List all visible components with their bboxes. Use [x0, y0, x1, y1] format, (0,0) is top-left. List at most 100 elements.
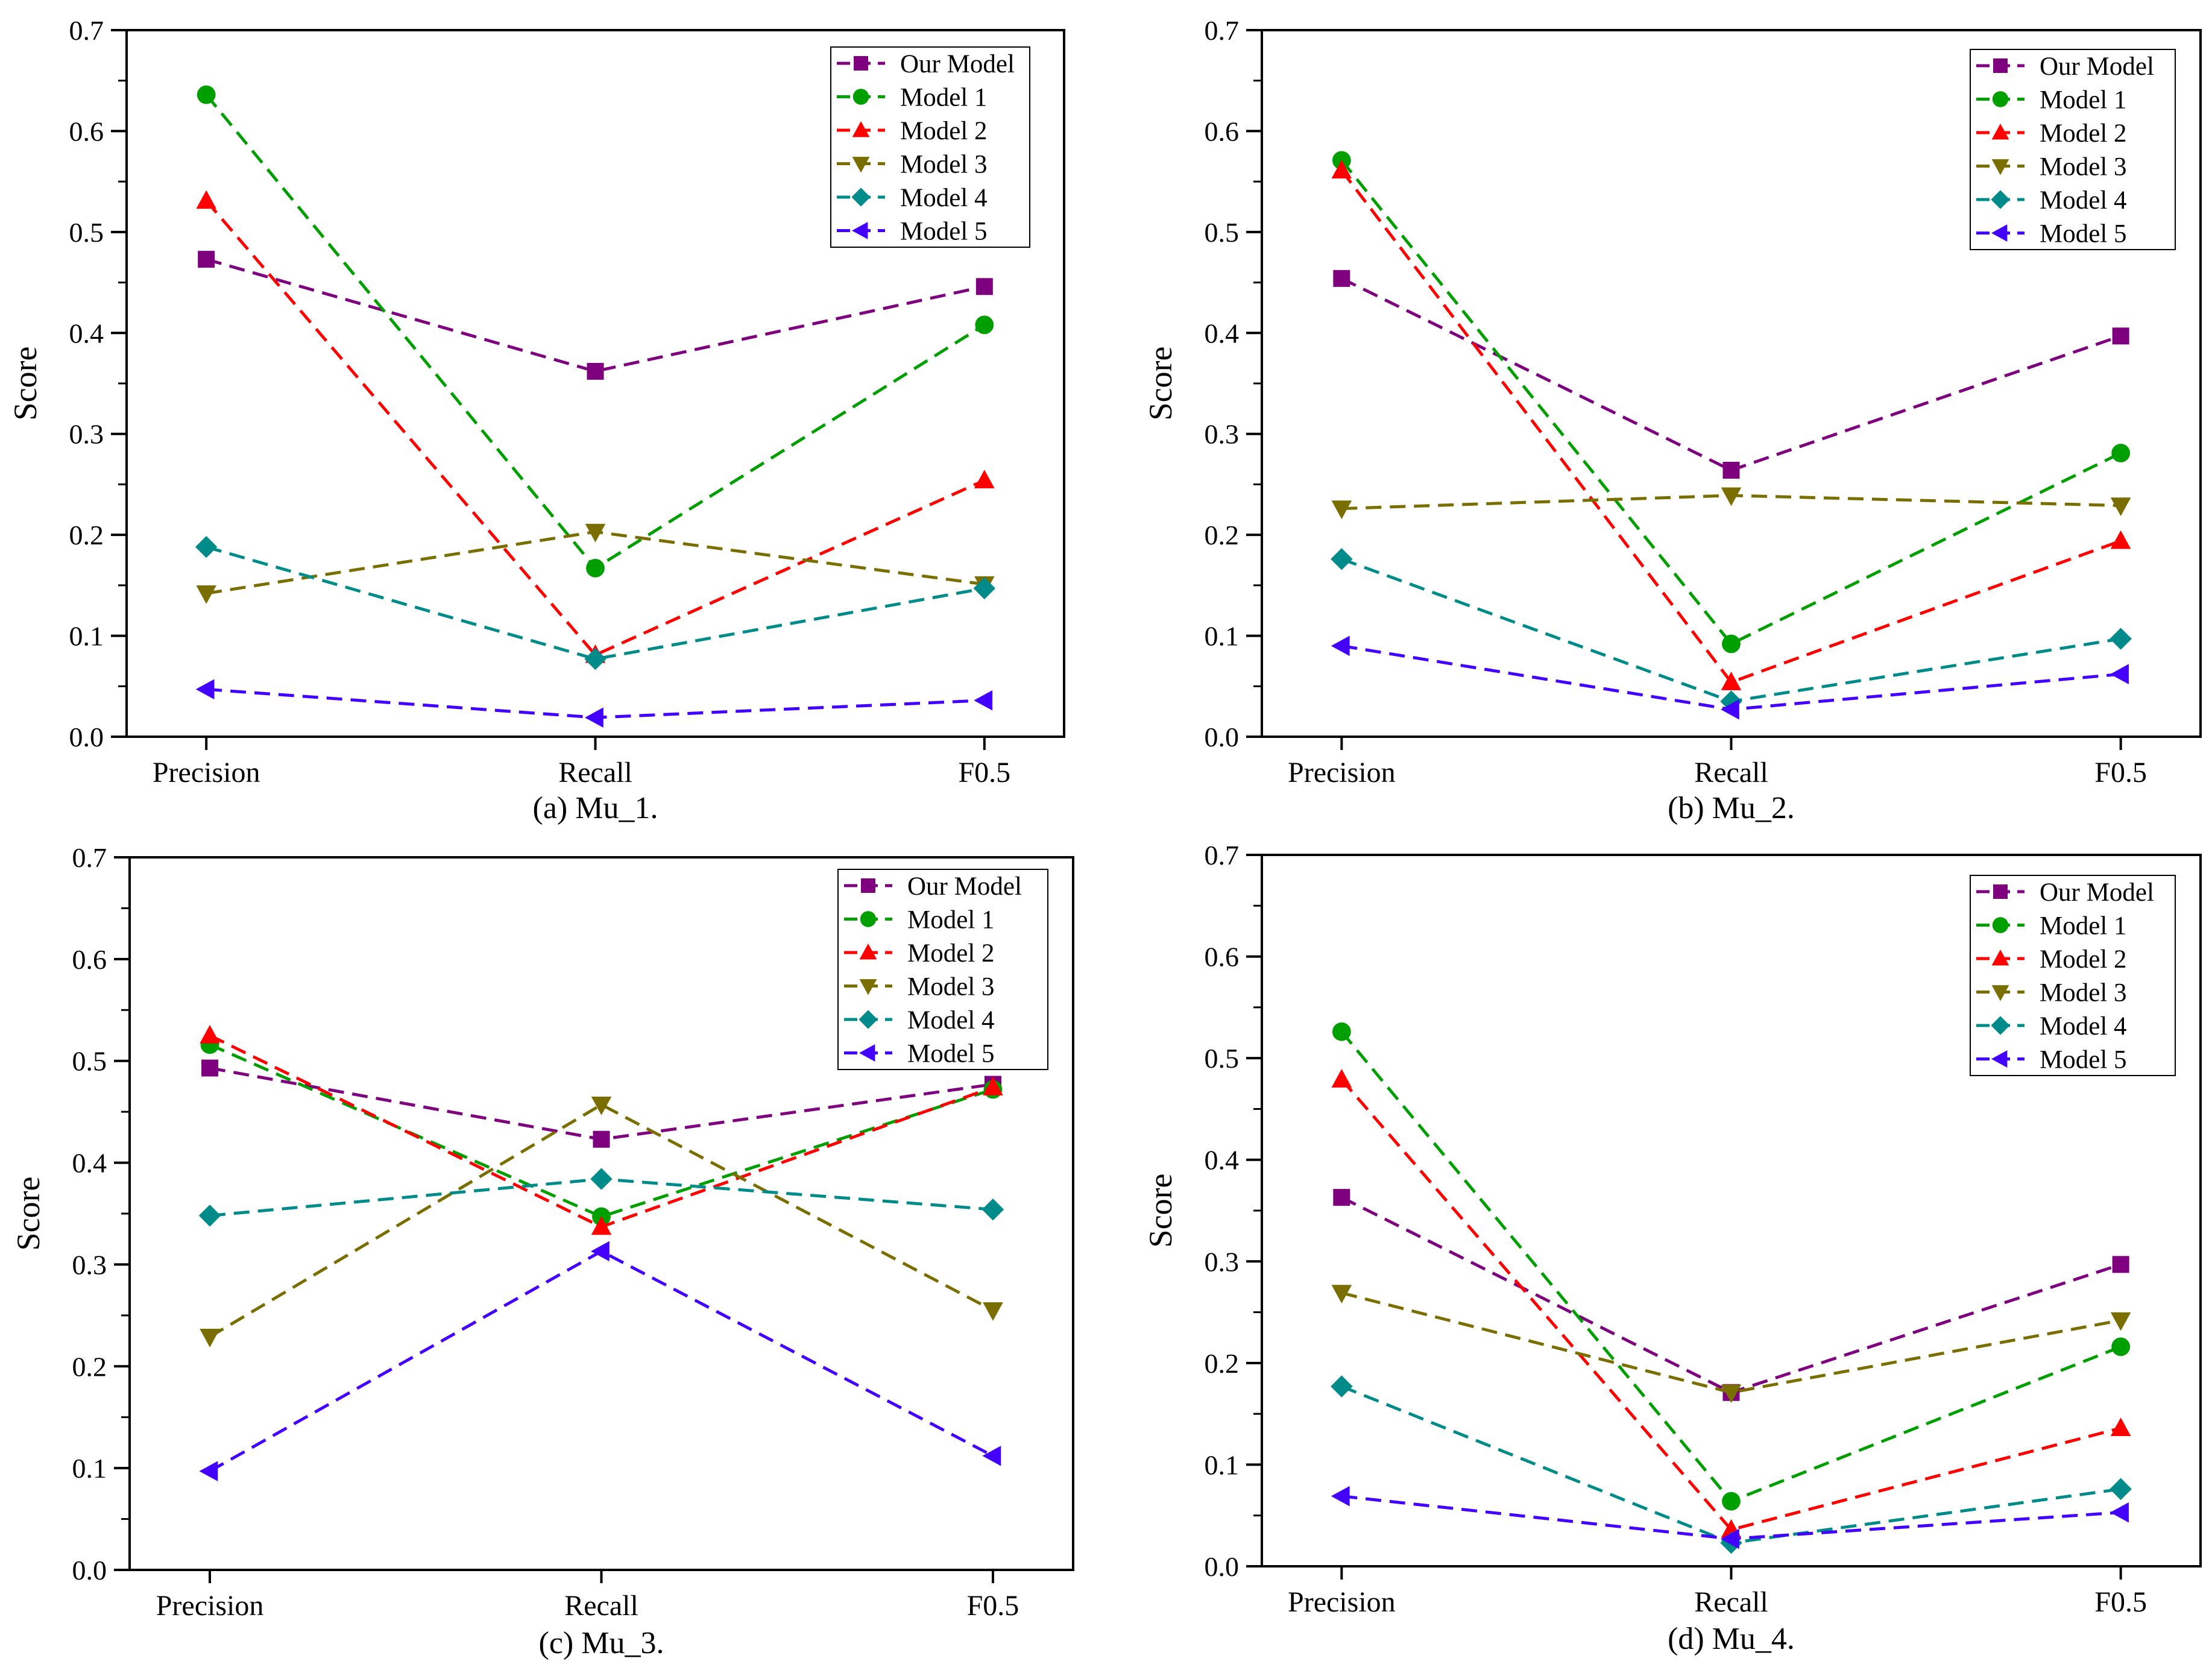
y-tick-label: 0.1	[1205, 621, 1240, 652]
data-point-model-5-precision	[195, 679, 215, 700]
data-point-model-2-recall	[1721, 672, 1742, 690]
series-line-model-5	[209, 1249, 994, 1473]
series-line-our-model	[206, 257, 985, 373]
data-point-model-2-f05	[2110, 530, 2131, 549]
legend-label: Model 2	[907, 939, 995, 968]
data-point-model-2-precision	[1331, 160, 1352, 179]
y-tick-label: 0.6	[1205, 116, 1240, 147]
legend-label: Our Model	[2040, 52, 2154, 81]
legend-marker	[861, 878, 875, 893]
y-tick-label: 0.1	[69, 621, 104, 652]
legend-marker	[859, 1010, 878, 1029]
panel-caption: (c) Mu_3.	[539, 1626, 664, 1660]
x-tick-label: Recall	[564, 1590, 638, 1622]
legend-marker	[1991, 985, 2009, 1001]
x-tick-label: F0.5	[2094, 1586, 2147, 1618]
legend-box	[830, 46, 1030, 248]
data-point-model-1-recall	[1722, 634, 1741, 654]
legend-label: Our Model	[900, 50, 1015, 78]
y-tick-label: 0.4	[1205, 318, 1240, 348]
legend-label: Model 2	[900, 117, 988, 145]
y-tick-label: 0.3	[1205, 419, 1240, 450]
chart-panel-3: 0.0 0.1 0.2 0.3 0.4 0.5 0.6 0.7 Precision Recall F…	[10, 842, 1074, 1660]
data-point-model-3-precision	[1331, 500, 1352, 520]
y-tick-label: 0.1	[72, 1453, 107, 1484]
legend-label: Model 1	[2040, 912, 2127, 940]
legend-marker	[852, 157, 870, 173]
legend-marker	[859, 979, 877, 995]
data-point-model-4-f05	[982, 1199, 1004, 1221]
y-tick-label: 0.2	[72, 1351, 107, 1382]
series-line-model-3	[209, 1103, 994, 1338]
data-point-model-3-f05	[983, 1302, 1003, 1321]
x-tick-label: Recall	[1694, 1586, 1768, 1618]
data-point-model-3-recall	[1721, 487, 1742, 506]
data-point-model-4-recall	[1720, 690, 1742, 713]
legend-marker	[1991, 124, 2009, 140]
legend-label: Our Model	[2040, 878, 2154, 907]
legend-label: Model 5	[2040, 220, 2127, 248]
series-line-model-1	[1340, 159, 2122, 646]
y-axis-label: Score	[1142, 347, 1179, 421]
y-axis-label: Score	[7, 347, 43, 421]
x-tick-label: Recall	[1694, 757, 1768, 789]
data-point-model-3-recall	[585, 523, 606, 543]
legend-label: Model 4	[907, 1006, 995, 1035]
legend-label: Model 2	[2040, 945, 2127, 974]
x-tick-label: Precision	[156, 1590, 264, 1622]
legend-marker	[1991, 1050, 2008, 1068]
y-tick-label: 0.3	[72, 1249, 107, 1280]
chart-panel-4: 0.0 0.1 0.2 0.3 0.4 0.5 0.6 0.7 Precision Recall F…	[1142, 840, 2202, 1656]
y-tick-label: 0.6	[72, 944, 107, 975]
y-tick-label: 0.1	[1205, 1449, 1240, 1480]
series-line-model-1	[1340, 1030, 2122, 1504]
data-point-model-5-f05	[982, 1446, 1001, 1466]
legend-label: Model 3	[2040, 153, 2127, 181]
data-point-our-model-recall	[587, 362, 604, 380]
y-tick-label: 0.5	[69, 217, 104, 248]
data-point-model-3-recall	[1721, 1384, 1742, 1404]
data-point-our-model-precision	[201, 1059, 219, 1077]
legend-marker	[1991, 950, 2009, 966]
data-point-model-4-precision	[1331, 548, 1353, 570]
legend-box	[1970, 875, 2176, 1076]
legend-box	[1970, 49, 2176, 250]
legend-label: Model 3	[2040, 979, 2127, 1007]
data-point-our-model-f05	[2112, 1256, 2129, 1273]
series-line-our-model	[1341, 1196, 2122, 1394]
series-line-model-2	[1340, 1078, 2122, 1532]
legend-label: Our Model	[907, 872, 1022, 901]
x-tick-label: Recall	[558, 757, 632, 789]
data-point-model-3-precision	[196, 585, 216, 604]
y-tick-label: 0.7	[72, 842, 107, 873]
y-tick-label: 0.4	[72, 1148, 107, 1179]
series-line-model-2	[1340, 169, 2122, 684]
legend-marker	[1991, 224, 2008, 242]
data-point-model-1-recall	[1722, 1492, 1741, 1511]
y-tick-label: 0.5	[1205, 1043, 1240, 1074]
panel-caption: (d) Mu_4.	[1668, 1622, 1795, 1656]
legend-marker	[1991, 1016, 2010, 1035]
data-point-model-4-recall	[584, 647, 607, 670]
y-tick-label: 0.0	[1205, 722, 1240, 752]
data-point-model-3-precision	[200, 1329, 220, 1347]
data-point-model-5-precision	[199, 1461, 218, 1482]
data-point-model-4-precision	[198, 1205, 221, 1227]
legend-marker	[852, 89, 869, 105]
data-point-our-model-f05	[975, 278, 993, 295]
legend-marker	[859, 944, 877, 960]
data-point-model-2-f05	[974, 470, 995, 489]
y-tick-label: 0.7	[69, 15, 104, 46]
legend-marker	[1993, 884, 2008, 899]
y-tick-label: 0.6	[1205, 942, 1240, 972]
x-tick-label: Precision	[1288, 757, 1396, 789]
legend-marker	[851, 187, 871, 207]
legend-marker	[860, 911, 877, 927]
data-point-model-2-f05	[983, 1077, 1003, 1095]
series-line-our-model	[1341, 277, 2122, 472]
legend-label: Model 5	[907, 1040, 995, 1068]
legend-marker	[1992, 917, 2009, 933]
series-line-model-3	[1341, 1291, 2122, 1394]
chart-panel-2: 0.0 0.1 0.2 0.3 0.4 0.5 0.6 0.7 Precision Recall F…	[1142, 15, 2202, 825]
series-line-model-2	[205, 200, 985, 657]
